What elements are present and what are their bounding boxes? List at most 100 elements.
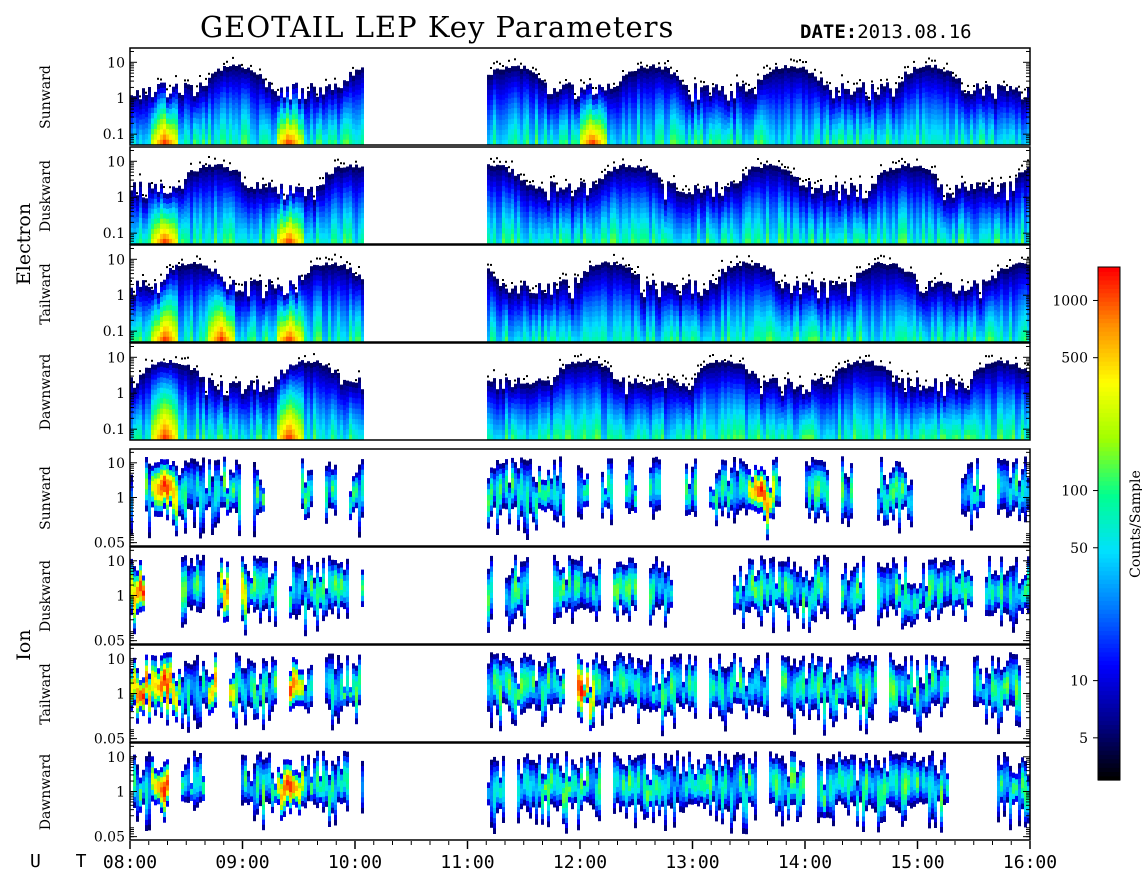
colorbar-segment <box>1098 399 1120 405</box>
colorbar-segment <box>1098 745 1120 751</box>
colorbar-segment <box>1098 544 1120 550</box>
colorbar-segment <box>1098 527 1120 533</box>
y-tick-label: 10 <box>107 154 125 170</box>
colorbar-segment <box>1098 621 1120 627</box>
heatmap-ion-dawnward <box>133 750 1030 835</box>
colorbar-segment <box>1098 429 1120 435</box>
heatmap-ion-tailward <box>130 652 1021 737</box>
colorbar-segment <box>1098 416 1120 422</box>
colorbar-segment <box>1098 267 1120 272</box>
colorbar-segment <box>1098 651 1120 657</box>
colorbar-segment <box>1098 314 1120 319</box>
colorbar-segment <box>1098 322 1120 328</box>
colorbar-segment <box>1098 519 1120 525</box>
colorbar-segment <box>1098 463 1120 469</box>
x-tick-label: 15:00 <box>890 852 944 873</box>
colorbar-segment <box>1098 459 1120 465</box>
colorbar-tick-label: 500 <box>1061 351 1088 367</box>
colorbar-segment <box>1098 728 1120 734</box>
heatmap-electron-sunward <box>130 56 1030 146</box>
colorbar-segment <box>1098 467 1120 473</box>
colorbar-segment <box>1098 673 1120 679</box>
colorbar-tick-label: 1000 <box>1052 293 1088 309</box>
colorbar-segment <box>1098 685 1120 691</box>
colorbar-segment <box>1098 664 1120 670</box>
panel-label-electron-sunward: Sunward <box>37 48 55 146</box>
colorbar-segment <box>1098 741 1120 747</box>
colorbar-segment <box>1098 382 1120 388</box>
y-tick-label: 1 <box>116 785 125 801</box>
x-tick-label: 14:00 <box>778 852 832 873</box>
colorbar-segment <box>1098 506 1120 512</box>
colorbar-segment <box>1098 288 1120 294</box>
panel-label-electron-tailward: Tailward <box>37 245 55 343</box>
colorbar-segment <box>1098 365 1120 371</box>
colorbar-segment <box>1098 433 1120 439</box>
colorbar-segment <box>1098 660 1120 666</box>
colorbar-segment <box>1098 720 1120 726</box>
colorbar-segment <box>1098 707 1120 713</box>
colorbar-segment <box>1098 356 1120 362</box>
colorbar-segment <box>1098 600 1120 606</box>
group-label-ion: Ion <box>12 545 36 745</box>
colorbar-segment <box>1098 450 1120 456</box>
colorbar-segment <box>1098 591 1120 597</box>
colorbar-segment <box>1098 373 1120 379</box>
colorbar-segment <box>1098 561 1120 567</box>
date-readout: DATE:2013.08.16 <box>800 21 972 43</box>
panel-frame <box>129 342 1031 441</box>
colorbar-segment <box>1098 630 1120 636</box>
group-label-electron: Electron <box>12 144 36 344</box>
colorbar-segment <box>1098 271 1120 277</box>
colorbar-segment <box>1098 442 1120 448</box>
y-tick-label: 1 <box>116 190 125 206</box>
colorbar-segment <box>1098 502 1120 508</box>
date-value: 2013.08.16 <box>857 21 971 43</box>
colorbar-segment <box>1098 737 1120 743</box>
colorbar-segment <box>1098 609 1120 614</box>
colorbar-segment <box>1098 446 1120 452</box>
colorbar-segment <box>1098 668 1120 674</box>
colorbar-segment <box>1098 570 1120 576</box>
colorbar-segment <box>1098 656 1120 661</box>
colorbar-segment <box>1098 566 1120 572</box>
panel-label-ion-tailward: Tailward <box>37 645 55 743</box>
colorbar-segment <box>1098 386 1120 392</box>
colorbar-segment <box>1098 775 1120 781</box>
colorbar-segment <box>1098 557 1120 563</box>
colorbar-segment <box>1098 326 1120 332</box>
panel-frame <box>129 244 1031 343</box>
heatmap-electron-tailward <box>130 253 1030 343</box>
y-tick-label: 10 <box>107 350 125 366</box>
colorbar-segment <box>1098 292 1120 298</box>
y-tick-label: 0.05 <box>94 634 125 650</box>
colorbar-segment <box>1098 493 1120 499</box>
panel-label-ion-sunward: Sunward <box>37 449 55 547</box>
colorbar: 5 10 50 100 500 1000 <box>1052 266 1121 781</box>
colorbar-segment <box>1098 523 1120 529</box>
panel-label-ion-duskward: Duskward <box>37 547 55 645</box>
colorbar-segment <box>1098 613 1120 619</box>
axes-layer: 1010.11010.11010.11010.11010.051010.0510… <box>94 50 1057 873</box>
y-tick-label: 10 <box>107 750 125 766</box>
colorbar-tick-label: 50 <box>1070 541 1088 557</box>
colorbar-segment <box>1098 403 1120 409</box>
colorbar-segment <box>1098 703 1120 708</box>
colorbar-segment <box>1098 318 1120 324</box>
colorbar-segment <box>1098 395 1120 401</box>
y-tick-label: 1 <box>116 589 125 605</box>
colorbar-segment <box>1098 514 1120 520</box>
y-tick-label: 0.1 <box>103 422 125 438</box>
colorbar-segment <box>1098 758 1120 764</box>
x-axis-label: U T <box>30 851 99 872</box>
colorbar-segment <box>1098 275 1120 281</box>
panel-frame <box>129 47 1031 146</box>
y-tick-label: 1 <box>116 386 125 402</box>
y-tick-label: 0.1 <box>103 324 125 340</box>
colorbar-frame <box>1097 266 1121 781</box>
colorbar-segment <box>1098 536 1120 542</box>
colorbar-segment <box>1098 339 1120 345</box>
colorbar-segment <box>1098 343 1120 349</box>
x-tick-label: 10:00 <box>328 852 382 873</box>
